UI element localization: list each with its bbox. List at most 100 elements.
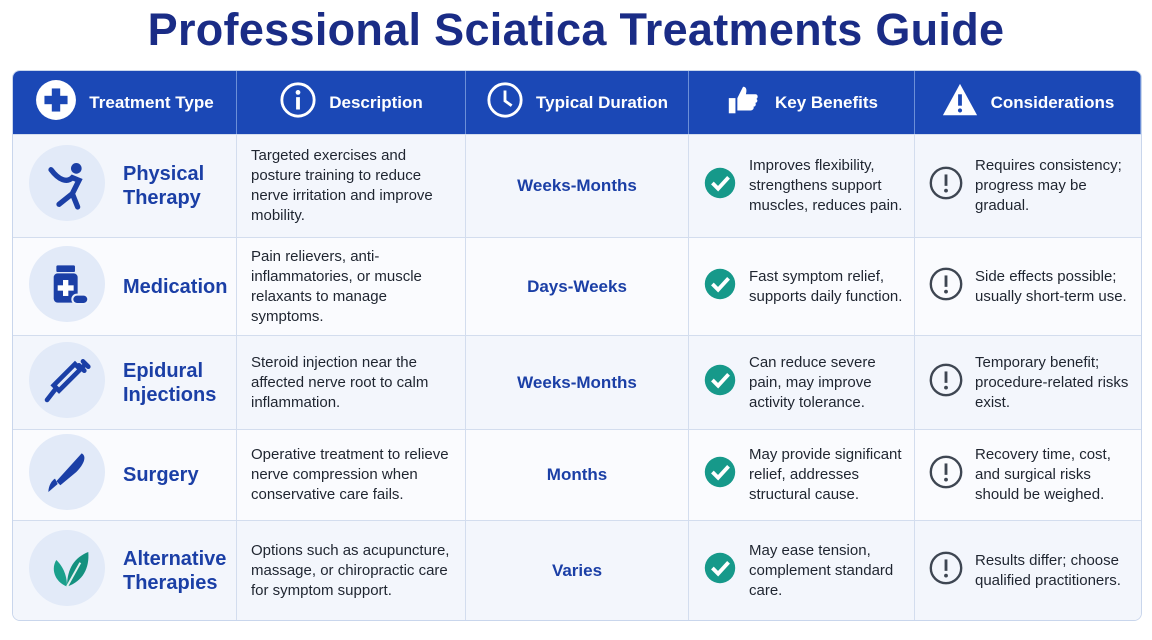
column-header: Typical Duration [466, 71, 689, 134]
treatment-name: Epidural Injections [123, 359, 217, 406]
table-cell: Targeted exercises and posture training … [237, 134, 466, 237]
icon-graphic [36, 80, 77, 120]
consideration: Requires consistency; progress may be gr… [975, 157, 1122, 214]
table-cell: Weeks-Months [466, 335, 689, 429]
icon-graphic [280, 82, 316, 118]
benefit: Can reduce severe pain, may improve acti… [749, 353, 876, 411]
table-cell: Operative treatment to relieve nerve com… [237, 429, 466, 520]
consideration: Results differ; choose qualified practit… [975, 551, 1121, 589]
table-cell: Improves flexibility, strengthens suppor… [689, 134, 915, 237]
column-header: Considerations [915, 71, 1141, 134]
icon [29, 529, 105, 612]
icon [927, 453, 965, 497]
icon [927, 265, 965, 309]
column-header-text: Treatment Type [89, 92, 214, 112]
icon [701, 164, 739, 208]
table-cell: May ease tension, complement standard ca… [689, 520, 915, 620]
icon-graphic [704, 268, 736, 299]
icon [279, 81, 317, 124]
column-header: Treatment Type [13, 71, 237, 134]
benefit: Fast symptom relief, supports daily func… [749, 267, 903, 305]
icon-graphic [929, 363, 963, 396]
icon-graphic [929, 455, 963, 489]
table-cell: Pain relievers, anti-inflammatories, or … [237, 237, 466, 335]
duration: Days-Weeks [527, 276, 627, 296]
benefit: May provide significant relief, addresse… [749, 446, 902, 503]
treatment-name: Alternative Therapies [123, 547, 227, 594]
benefit: Improves flexibility, strengthens suppor… [749, 157, 903, 214]
table-cell: Temporary benefit; procedure-related ris… [915, 335, 1141, 429]
table-cell: Fast symptom relief, supports daily func… [689, 237, 915, 335]
duration: Weeks-Months [517, 176, 637, 195]
duration: Varies [551, 560, 603, 580]
icon [927, 361, 965, 405]
icon-graphic [929, 551, 963, 584]
icon-graphic [728, 86, 758, 114]
treatment-name: Medication [123, 275, 228, 298]
icon-graphic [29, 341, 105, 418]
table-cell: Surgery [13, 429, 237, 520]
icon [927, 164, 965, 208]
column-header-text: Considerations [990, 92, 1115, 112]
icon-graphic [704, 364, 736, 395]
description: Options such as acupuncture, massage, or… [251, 541, 450, 599]
icon-graphic [929, 166, 963, 200]
icon [701, 453, 739, 497]
table-cell: Medication [13, 237, 237, 335]
icon [486, 81, 524, 124]
table: Treatment Type Description Typical Duratio… [12, 70, 1142, 621]
column-header-text: Description [329, 92, 423, 112]
description: Operative treatment to relieve nerve com… [251, 446, 449, 503]
description: Targeted exercises and posture training … [251, 147, 433, 224]
icon-graphic [487, 82, 523, 118]
icon [29, 245, 105, 328]
icon-graphic [929, 267, 963, 300]
consideration: Temporary benefit; procedure-related ris… [975, 353, 1129, 411]
icon [29, 145, 105, 227]
icon [927, 549, 965, 593]
column-header-text: Key Benefits [775, 92, 878, 112]
consideration: Recovery time, cost, and surgical risks … [975, 446, 1111, 503]
column-header-text: Typical Duration [536, 92, 668, 112]
title: Professional Sciatica Treatments Guide [147, 4, 1005, 55]
table-cell: Epidural Injections [13, 335, 237, 429]
table-cell: Days-Weeks [466, 237, 689, 335]
duration: Months [546, 465, 608, 484]
icon-graphic [704, 167, 736, 199]
table-cell: Weeks-Months [466, 134, 689, 237]
benefit: May ease tension, complement standard ca… [749, 541, 894, 599]
table-cell: Requires consistency; progress may be gr… [915, 134, 1141, 237]
duration: Weeks-Months [517, 372, 637, 392]
table-cell: Can reduce severe pain, may improve acti… [689, 335, 915, 429]
icon-graphic [704, 552, 736, 583]
icon [701, 361, 739, 405]
icon-graphic [942, 83, 977, 116]
table-cell: Months [466, 429, 689, 520]
table-cell: Recovery time, cost, and surgical risks … [915, 429, 1141, 520]
description: Steroid injection near the affected nerv… [251, 353, 429, 411]
treatment-name: Surgery [123, 464, 199, 486]
description: Pain relievers, anti-inflammatories, or … [251, 247, 422, 325]
icon-graphic [704, 456, 736, 488]
column-header: Description [237, 71, 466, 134]
column-header: Key Benefits [689, 71, 915, 134]
table-cell: May provide significant relief, addresse… [689, 429, 915, 520]
icon [29, 341, 105, 424]
table-cell: Options such as acupuncture, massage, or… [237, 520, 466, 620]
icon [701, 549, 739, 593]
icon-graphic [29, 529, 105, 606]
icon [701, 265, 739, 309]
icon-graphic [29, 245, 105, 322]
icon [941, 81, 979, 124]
icon-graphic [29, 434, 105, 510]
table-cell: Physical Therapy [13, 134, 237, 237]
table-cell: Side effects possible; usually short-ter… [915, 237, 1141, 335]
table-cell: Alternative Therapies [13, 520, 237, 620]
icon [35, 79, 77, 126]
icon-graphic [29, 145, 105, 221]
treatment-name: Physical Therapy [123, 163, 205, 209]
icon [725, 81, 763, 124]
icon [29, 434, 105, 516]
consideration: Side effects possible; usually short-ter… [975, 267, 1127, 305]
